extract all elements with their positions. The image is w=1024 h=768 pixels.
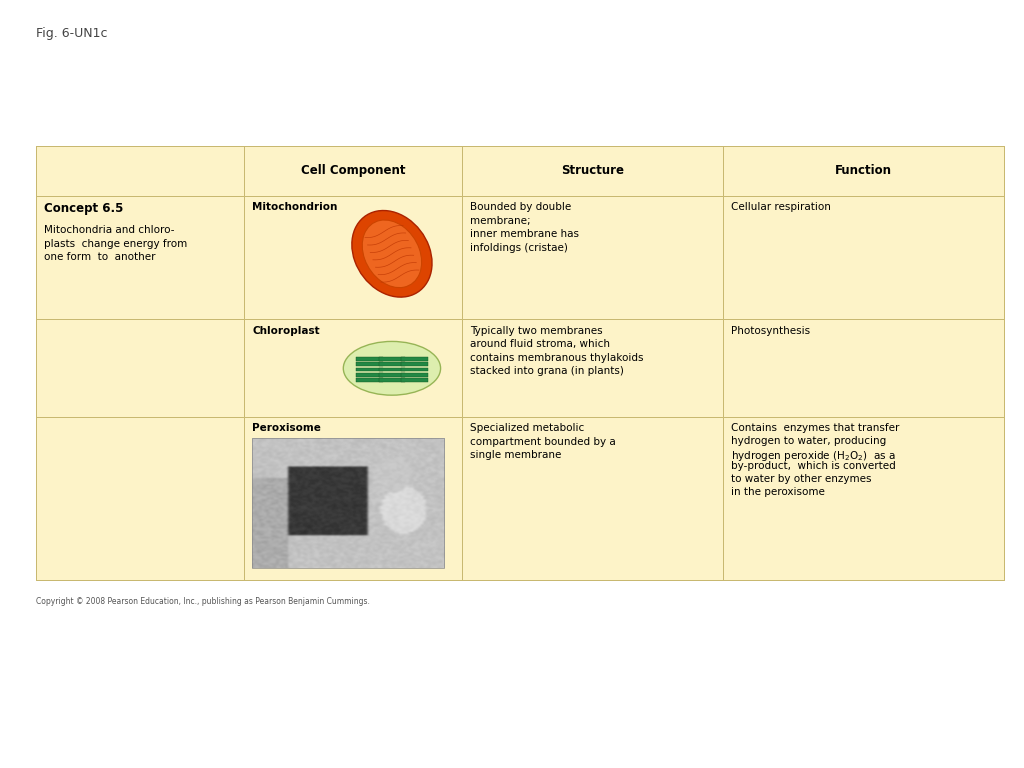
Bar [401, 373, 428, 377]
Bar [401, 379, 428, 382]
Text: Mitochondria and chloro-
plasts  change energy from
one form  to  another: Mitochondria and chloro- plasts change e… [44, 225, 187, 262]
Text: Concept 6.5: Concept 6.5 [44, 202, 124, 215]
Bar [379, 362, 406, 366]
Text: Mitochondrion: Mitochondrion [252, 202, 338, 212]
Bar [379, 368, 406, 372]
Bar [36, 417, 244, 580]
Bar [36, 196, 244, 319]
Text: Fig. 6-UN1c: Fig. 6-UN1c [36, 27, 108, 40]
Text: Function: Function [835, 164, 892, 177]
Text: Peroxisome: Peroxisome [252, 423, 321, 433]
Bar [462, 417, 723, 580]
Bar [462, 196, 723, 319]
Bar [36, 146, 244, 196]
Ellipse shape [352, 210, 432, 297]
Bar [356, 362, 383, 366]
Bar [723, 146, 1004, 196]
Bar [401, 368, 428, 372]
Bar [244, 146, 462, 196]
Bar [379, 357, 406, 361]
Bar [379, 373, 406, 377]
Text: Photosynthesis: Photosynthesis [731, 326, 810, 336]
Bar [356, 373, 383, 377]
Text: Specialized metabolic
compartment bounded by a
single membrane: Specialized metabolic compartment bounde… [470, 423, 615, 461]
Bar [379, 379, 406, 382]
Bar [723, 196, 1004, 319]
Text: Typically two membranes
around fluid stroma, which
contains membranous thylakoid: Typically two membranes around fluid str… [470, 326, 643, 376]
Bar [462, 146, 723, 196]
Bar [244, 319, 462, 417]
Text: Cellular respiration: Cellular respiration [731, 202, 830, 212]
Text: Copyright © 2008 Pearson Education, Inc., publishing as Pearson Benjamin Cumming: Copyright © 2008 Pearson Education, Inc.… [36, 597, 370, 606]
Text: Bounded by double
membrane;
inner membrane has
infoldings (cristae): Bounded by double membrane; inner membra… [470, 202, 579, 253]
Ellipse shape [362, 220, 422, 288]
Bar [244, 196, 462, 319]
Text: to water by other enzymes: to water by other enzymes [731, 474, 871, 484]
Text: Chloroplast: Chloroplast [252, 326, 319, 336]
Bar [401, 357, 428, 361]
Ellipse shape [343, 342, 440, 396]
Bar [462, 319, 723, 417]
Bar [356, 368, 383, 372]
Text: hydrogen to water, producing: hydrogen to water, producing [731, 436, 887, 446]
Bar [723, 417, 1004, 580]
Bar [356, 379, 383, 382]
Text: Cell Component: Cell Component [300, 164, 406, 177]
Text: hydrogen peroxide (H$_2$O$_2$)  as a: hydrogen peroxide (H$_2$O$_2$) as a [731, 449, 896, 462]
Bar [252, 438, 444, 568]
Bar [36, 146, 1004, 580]
Text: Contains  enzymes that transfer: Contains enzymes that transfer [731, 423, 899, 433]
Text: Structure: Structure [561, 164, 624, 177]
Bar [244, 417, 462, 580]
Bar [36, 319, 244, 417]
Text: in the peroxisome: in the peroxisome [731, 487, 825, 497]
Bar [401, 362, 428, 366]
Bar [356, 357, 383, 361]
Bar [723, 319, 1004, 417]
Text: by-product,  which is converted: by-product, which is converted [731, 462, 896, 472]
